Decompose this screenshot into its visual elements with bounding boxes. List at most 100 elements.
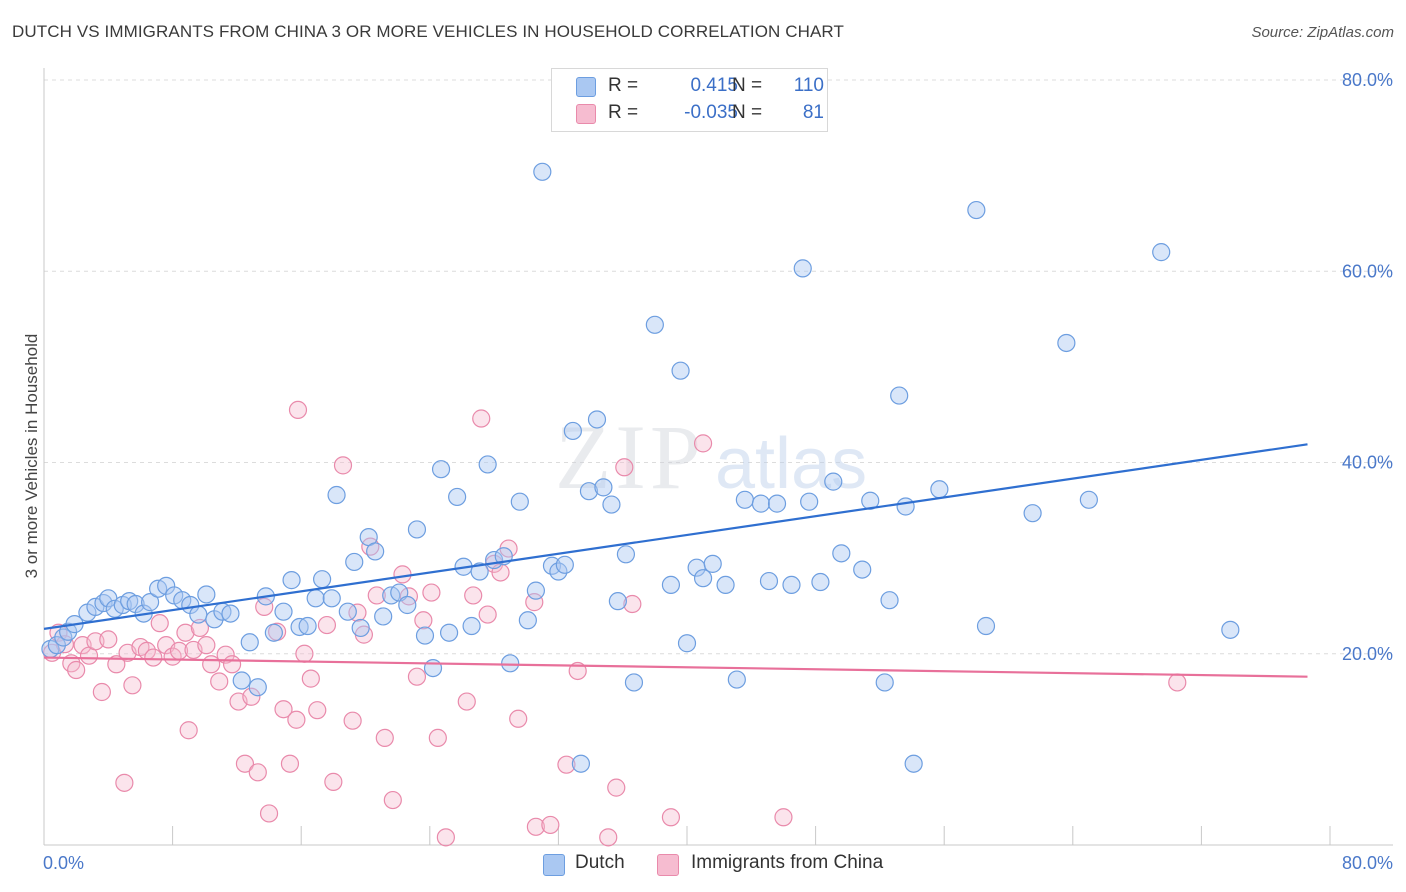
dutch-point (616, 545, 636, 564)
china-point (367, 586, 386, 605)
dutch-point (478, 455, 497, 474)
china-point (115, 773, 134, 792)
china-point (478, 605, 497, 624)
dutch-point (824, 472, 843, 491)
china-point (259, 804, 279, 823)
china-point (407, 667, 427, 686)
dutch-point (890, 386, 909, 405)
dutch-point (431, 460, 451, 479)
dutch-point (1023, 504, 1042, 523)
dutch-point (240, 633, 259, 652)
china-point (333, 456, 353, 475)
dutch-point (510, 492, 529, 511)
dutch-point (693, 569, 713, 588)
china-legend-swatch (657, 854, 679, 876)
dutch-point (579, 482, 599, 501)
dutch-point (549, 562, 568, 581)
dutch-point (197, 585, 216, 604)
dutch-point (751, 494, 771, 513)
china-point (324, 772, 343, 791)
china-point (280, 754, 300, 773)
china-point (557, 755, 576, 774)
dutch-point (526, 581, 545, 600)
china-point (317, 615, 337, 635)
dutch-point (904, 754, 923, 773)
dutch-point (351, 618, 370, 638)
dutch-point (518, 611, 537, 630)
legend-n-label: N = (732, 102, 763, 123)
china-point (348, 603, 367, 622)
dutch-legend-swatch (543, 854, 565, 876)
china-point (248, 763, 267, 782)
dutch-point (1079, 490, 1098, 509)
china-point (202, 655, 221, 674)
china-series-points (42, 400, 1187, 847)
china-point (179, 721, 198, 740)
dutch-point (423, 658, 443, 678)
china-point (295, 644, 314, 663)
dutch-trend-line (43, 443, 1308, 630)
china-point (190, 618, 210, 638)
dutch-point (274, 602, 293, 621)
china-point (222, 655, 242, 674)
dutch-point (1221, 620, 1240, 639)
china-point (541, 815, 560, 835)
china-point (623, 594, 642, 614)
y-tick-label: 80.0% (1342, 70, 1393, 90)
dutch-point (735, 490, 754, 509)
dutch-point (602, 495, 621, 514)
china-point (383, 790, 402, 810)
dutch-point (727, 670, 746, 689)
china-point (525, 593, 544, 612)
china-point (693, 434, 713, 453)
dutch-point (587, 410, 607, 429)
china-swatch (576, 104, 596, 124)
watermark: ZIP atlas (555, 406, 867, 508)
trend-lines (43, 443, 1308, 678)
dutch-point (967, 200, 986, 220)
chart-title: DUTCH VS IMMIGRANTS FROM CHINA 3 OR MORE… (12, 22, 844, 41)
axes (43, 68, 1393, 846)
x-tick-label: 0.0% (43, 853, 84, 873)
dutch-point (608, 592, 627, 611)
china-point (375, 728, 394, 748)
china-point (343, 711, 362, 730)
dutch-point (322, 589, 341, 608)
dutch-point (716, 575, 735, 595)
dutch-point (54, 628, 73, 647)
legend-n-label: N = (732, 75, 763, 96)
dutch-point (282, 571, 301, 590)
dutch-point (470, 562, 489, 581)
dutch-point (555, 555, 574, 574)
legend-n-value: 81 (802, 102, 824, 123)
china-point (414, 611, 433, 630)
china-point (393, 565, 412, 584)
dutch-point (896, 497, 915, 516)
legend-n-value: 110 (793, 75, 824, 96)
dutch-point (853, 560, 872, 579)
china-point (123, 676, 142, 695)
dutch-point (811, 572, 830, 592)
china-point (67, 660, 86, 680)
dutch-point (338, 602, 357, 621)
dutch-point (407, 520, 427, 539)
china-point (599, 828, 618, 847)
china-point (308, 701, 327, 720)
china-point (428, 728, 447, 748)
legend-r-value: -0.035 (684, 102, 738, 123)
dutch-point (930, 480, 949, 499)
dutch-point (880, 591, 899, 610)
dutch-point (782, 575, 801, 595)
dutch-point (677, 634, 697, 653)
china-point (210, 672, 229, 691)
y-tick-label: 20.0% (1342, 644, 1393, 664)
china-point (197, 636, 216, 655)
y-tick-label: 60.0% (1342, 261, 1393, 281)
dutch-swatch (576, 77, 596, 97)
china-point (99, 630, 118, 649)
dutch-point (327, 485, 346, 505)
dutch-point (671, 361, 690, 380)
dutch-legend-label: Dutch (575, 852, 625, 873)
dutch-point (140, 593, 160, 612)
dutch-point (661, 575, 681, 595)
